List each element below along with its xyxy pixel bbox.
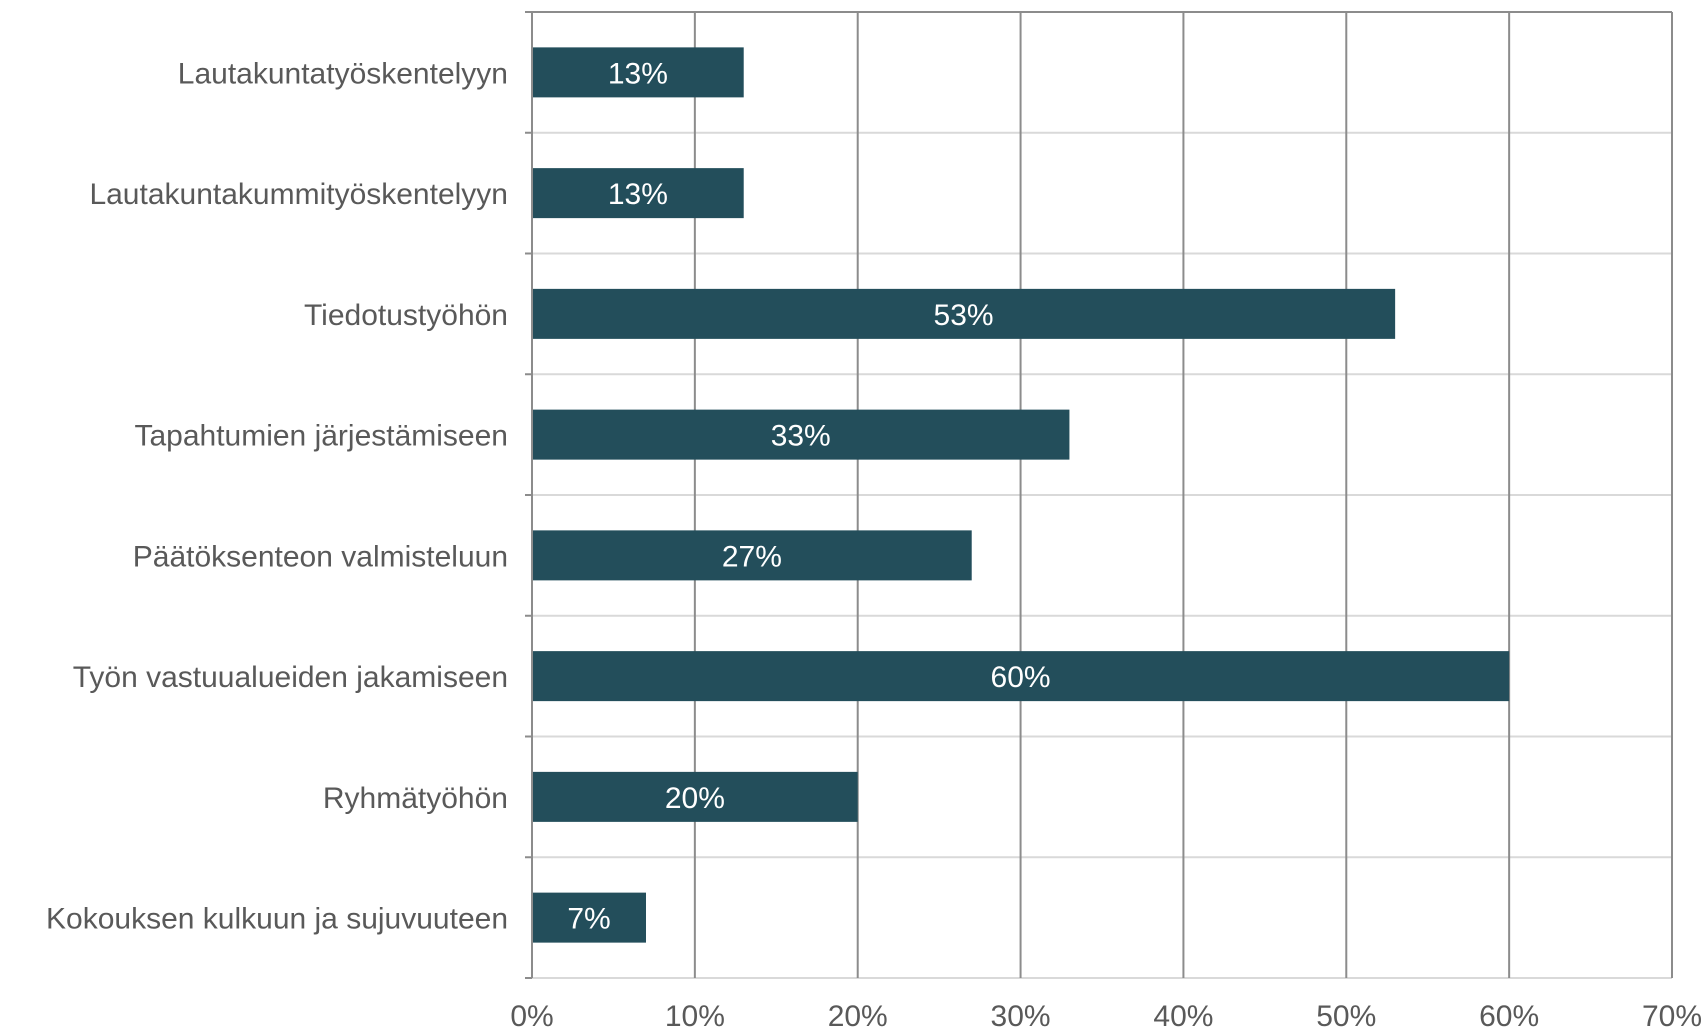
x-tick-label: 60% (1479, 1000, 1539, 1032)
bar-value-label: 60% (991, 661, 1051, 694)
bar-value-label: 53% (934, 299, 994, 332)
x-tick-label: 0% (510, 1000, 553, 1032)
data-labels: 13% 13% 53% 33% 27% 60% 20% 7% (567, 57, 1050, 935)
x-tick-label: 40% (1153, 1000, 1213, 1032)
category-label: Päätöksenteon valmisteluun (133, 540, 508, 573)
bar (532, 47, 744, 98)
category-label: Tiedotustyöhön (304, 299, 508, 332)
bar-value-label: 7% (567, 903, 610, 936)
x-tick-label: 30% (991, 1000, 1051, 1032)
bar (532, 651, 1510, 702)
bar (532, 168, 744, 219)
bars (532, 47, 1510, 943)
category-label: Työn vastuualueiden jakamiseen (73, 661, 508, 694)
category-label: Ryhmätyöhön (323, 782, 508, 815)
bar (532, 771, 858, 822)
bar (532, 288, 1396, 339)
bar-value-label: 33% (771, 420, 831, 453)
bar (532, 892, 646, 943)
x-tick-label: 10% (665, 1000, 725, 1032)
category-label: Lautakuntatyöskentelyyn (178, 57, 508, 90)
x-tick-label: 20% (828, 1000, 888, 1032)
x-tick-labels: 0% 10% 20% 30% 40% 50% 60% 70% (510, 1000, 1702, 1032)
bar (532, 409, 1070, 460)
grid-lines (531, 12, 1673, 979)
category-labels: Lautakuntatyöskentelyyn Lautakuntakummity… (46, 57, 508, 935)
bar-value-label: 20% (665, 782, 725, 815)
bar-value-label: 13% (608, 178, 668, 211)
category-label: Lautakuntakummityöskentelyyn (89, 178, 508, 211)
category-label: Kokouksen kulkuun ja sujuvuuteen (46, 903, 508, 936)
category-label: Tapahtumien järjestämiseen (134, 420, 508, 453)
bar (532, 530, 972, 581)
x-tick-label: 50% (1316, 1000, 1376, 1032)
bar-value-label: 13% (608, 57, 668, 90)
bar-value-label: 27% (722, 540, 782, 573)
axes (525, 11, 1672, 979)
x-tick-label: 70% (1642, 1000, 1702, 1032)
